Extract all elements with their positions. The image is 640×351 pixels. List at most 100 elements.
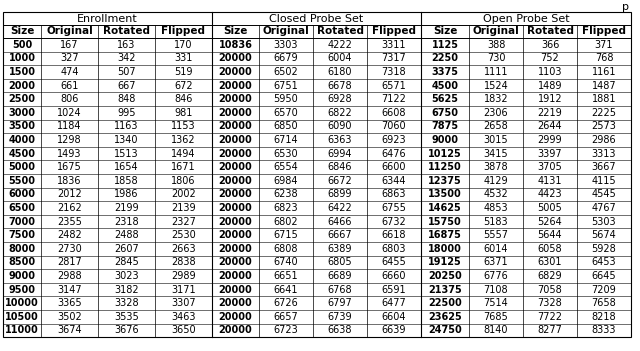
Text: 3463: 3463 [172, 312, 196, 322]
Text: 1500: 1500 [8, 67, 35, 77]
Text: 7060: 7060 [381, 121, 406, 131]
Text: 2000: 2000 [8, 81, 35, 91]
Text: 6618: 6618 [381, 230, 406, 240]
Text: 2845: 2845 [114, 257, 139, 267]
Text: 3313: 3313 [592, 148, 616, 159]
Text: 6389: 6389 [328, 244, 352, 254]
Text: 6638: 6638 [328, 325, 352, 336]
Text: Closed Probe Set: Closed Probe Set [269, 13, 364, 24]
Text: 6058: 6058 [538, 244, 563, 254]
Text: 6641: 6641 [274, 285, 298, 294]
Text: 7685: 7685 [484, 312, 508, 322]
Text: 20000: 20000 [219, 67, 252, 77]
Text: 23625: 23625 [428, 312, 462, 322]
Text: 8218: 8218 [592, 312, 616, 322]
Text: 5625: 5625 [431, 94, 458, 104]
Text: 3171: 3171 [171, 285, 196, 294]
Text: 20000: 20000 [219, 271, 252, 281]
Text: 1858: 1858 [114, 176, 139, 186]
Text: 366: 366 [541, 40, 559, 50]
Text: 507: 507 [117, 67, 136, 77]
Text: 519: 519 [174, 67, 193, 77]
Text: 1487: 1487 [592, 81, 616, 91]
Text: 7108: 7108 [484, 285, 508, 294]
Text: 7658: 7658 [591, 298, 616, 308]
Text: 10836: 10836 [219, 40, 252, 50]
Text: 5000: 5000 [8, 162, 35, 172]
Text: 6344: 6344 [381, 176, 406, 186]
Text: 1000: 1000 [8, 53, 35, 64]
Text: 768: 768 [595, 53, 613, 64]
Text: 6363: 6363 [328, 135, 352, 145]
Text: 6453: 6453 [592, 257, 616, 267]
Text: 5183: 5183 [484, 217, 508, 227]
Text: 3328: 3328 [114, 298, 139, 308]
Text: 8140: 8140 [484, 325, 508, 336]
Text: 6422: 6422 [328, 203, 353, 213]
Text: 371: 371 [595, 40, 613, 50]
Text: 331: 331 [174, 53, 193, 64]
Text: 2999: 2999 [538, 135, 563, 145]
Text: 8000: 8000 [8, 244, 36, 254]
Text: 9000: 9000 [431, 135, 458, 145]
Text: 1163: 1163 [115, 121, 139, 131]
Text: 6679: 6679 [274, 53, 298, 64]
Text: 1513: 1513 [114, 148, 139, 159]
Text: 4131: 4131 [538, 176, 563, 186]
Text: 3676: 3676 [114, 325, 139, 336]
Text: 11250: 11250 [428, 162, 462, 172]
Text: 6500: 6500 [8, 203, 35, 213]
Text: 163: 163 [117, 40, 136, 50]
Text: 6726: 6726 [274, 298, 298, 308]
Text: 6678: 6678 [328, 81, 352, 91]
Text: 6714: 6714 [274, 135, 298, 145]
Text: 1675: 1675 [57, 162, 82, 172]
Text: 6732: 6732 [381, 217, 406, 227]
Text: Original: Original [472, 26, 520, 37]
Text: 1161: 1161 [592, 67, 616, 77]
Text: 4500: 4500 [8, 148, 35, 159]
Text: 167: 167 [60, 40, 79, 50]
Text: 3375: 3375 [431, 67, 458, 77]
Text: 5950: 5950 [274, 94, 298, 104]
Text: 327: 327 [60, 53, 79, 64]
Text: 4222: 4222 [328, 40, 353, 50]
Text: 1489: 1489 [538, 81, 563, 91]
Text: 6822: 6822 [328, 108, 353, 118]
Text: 4853: 4853 [484, 203, 508, 213]
Text: 7722: 7722 [538, 312, 563, 322]
Text: 500: 500 [12, 40, 32, 50]
Text: 806: 806 [60, 94, 79, 104]
Text: 5644: 5644 [538, 230, 563, 240]
Text: 2838: 2838 [171, 257, 196, 267]
Text: Enrollment: Enrollment [77, 13, 138, 24]
Text: 1111: 1111 [484, 67, 508, 77]
Text: 3500: 3500 [8, 121, 35, 131]
Text: 2327: 2327 [171, 217, 196, 227]
Text: 3307: 3307 [171, 298, 196, 308]
Text: 20000: 20000 [219, 121, 252, 131]
Text: 3015: 3015 [484, 135, 508, 145]
Text: p: p [622, 2, 629, 12]
Text: Flipped: Flipped [161, 26, 205, 37]
Text: 6571: 6571 [381, 81, 406, 91]
Text: 2482: 2482 [57, 230, 82, 240]
Text: 2355: 2355 [57, 217, 82, 227]
Text: 8277: 8277 [538, 325, 563, 336]
Text: 10500: 10500 [5, 312, 39, 322]
Text: 3182: 3182 [114, 285, 139, 294]
Text: 2607: 2607 [114, 244, 139, 254]
Text: 6004: 6004 [328, 53, 352, 64]
Text: 6751: 6751 [274, 81, 298, 91]
Text: 6823: 6823 [274, 203, 298, 213]
Text: Size: Size [10, 26, 34, 37]
Text: 1298: 1298 [57, 135, 82, 145]
Text: 20250: 20250 [428, 271, 462, 281]
Text: 3023: 3023 [114, 271, 139, 281]
Text: 6768: 6768 [328, 285, 352, 294]
Text: 730: 730 [487, 53, 505, 64]
Text: 3365: 3365 [57, 298, 82, 308]
Text: 6466: 6466 [328, 217, 352, 227]
Text: 848: 848 [117, 94, 136, 104]
Text: 170: 170 [174, 40, 193, 50]
